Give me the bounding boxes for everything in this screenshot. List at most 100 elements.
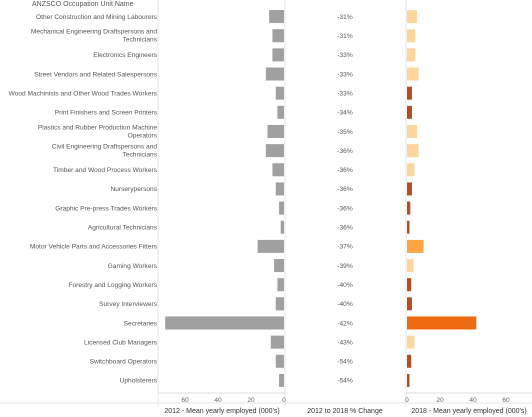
bar-2012 [165,316,284,330]
pct-change-label: -36% [337,167,353,174]
bar-2012 [270,335,284,349]
pct-change-label: -33% [337,52,353,59]
category-label: Agricultural Technicians [88,225,158,232]
table-row: Civil Engineering Draftspersons and Techn… [52,143,419,158]
bar-2018 [407,201,411,215]
bar-2018 [407,29,416,43]
pct-change-label: -31% [337,14,353,21]
category-label: Timber and Wood Process Workers [53,167,158,174]
left-axis-tick: 60 [181,397,189,404]
bar-2018 [407,10,417,24]
bar-2012 [257,239,284,253]
bar-2012 [275,297,284,311]
pct-change-label: -42% [337,320,353,327]
category-label: Gaming Workers [108,263,158,270]
bar-2012 [277,278,284,292]
table-row: Upholsterers -54% [120,373,410,387]
category-label-line: Mechanical Engineering Draftspersons and [31,29,157,36]
table-row: Licensed Club Managers -43% [84,335,415,349]
category-label-line: Plastics and Rubber Production Machine [38,124,157,131]
bar-2018 [407,278,412,292]
bar-2012 [279,373,284,387]
bar-2012 [272,48,284,62]
category-label: Street Vendors and Related Salespersons [34,71,157,78]
left-axis-tick: 40 [214,397,222,404]
category-label: Switchboard Operators [90,359,158,366]
category-label: Plastics and Rubber Production Machine Op… [38,124,158,139]
bar-2012 [267,124,284,138]
bar-2018 [407,239,424,253]
table-row: Switchboard Operators -54% [90,354,412,368]
bar-2012 [277,105,284,119]
category-label: Other Construction and Mining Labourers [36,14,158,21]
right-axis-tick: 0 [405,397,409,404]
bar-2012 [272,29,284,43]
right-axis-tick: 20 [436,397,444,404]
pct-change-label: -39% [337,263,353,270]
middle-column-title: 2012 to 2018 % Change [307,408,383,415]
bar-2012 [265,67,284,81]
category-label: Civil Engineering Draftspersons and Techn… [52,143,158,158]
right-axis-title: 2018 - Mean yearly employed (000's) [411,408,526,415]
pct-change-label: -54% [337,359,353,366]
bar-2018 [407,220,410,234]
category-label-line: Civil Engineering Draftspersons and [52,143,158,150]
pct-change-label: -31% [337,33,353,40]
table-row: Print Finishers and Screen Printers -34% [55,105,412,119]
bar-2018 [407,105,412,119]
bar-2018 [407,316,477,330]
bar-2018 [407,373,410,387]
table-row: Motor Vehicle Parts and Accessories Fitt… [30,239,424,253]
bar-2012 [275,182,284,196]
bar-2018 [407,144,419,158]
table-row: Secretaries -42% [124,316,477,330]
pct-change-label: -36% [337,205,353,212]
pct-change-label: -36% [337,225,353,232]
table-row: Plastics and Rubber Production Machine Op… [38,124,417,139]
table-row: Mechanical Engineering Draftspersons and… [31,29,416,44]
left-axis-title: 2012 - Mean yearly employed (000's) [164,408,279,415]
category-label-line: Technicians [123,151,158,158]
pct-change-label: -36% [337,148,353,155]
category-label: Graphic Pre-press Trades Workers [55,205,157,212]
category-label: Survey Interviewers [99,301,158,308]
bar-2018 [407,48,416,62]
bar-2018 [407,163,415,177]
category-label: Licensed Club Managers [84,339,158,346]
pct-change-label: -35% [337,129,353,136]
bar-2018 [407,67,419,81]
category-label: Wood Machinists and Other Wood Trades Wo… [9,90,158,97]
bar-2012 [274,259,284,273]
pct-change-label: -37% [337,244,353,251]
category-label: Mechanical Engineering Draftspersons and… [31,29,158,44]
table-row: Gaming Workers -39% [108,259,414,273]
bar-2018 [407,335,415,349]
table-row: Electronics Engineers -33% [93,48,416,62]
bar-2012 [269,10,284,24]
table-row: Nurserypersons -36% [110,182,412,196]
table-row: Agricultural Technicians -36% [88,220,410,234]
category-label: Secretaries [124,320,158,327]
bar-2018 [407,297,412,311]
pct-change-label: -40% [337,282,353,289]
left-axis-tick: 0 [282,397,286,404]
table-row: Graphic Pre-press Trades Workers -36% [55,201,411,215]
table-row: Survey Interviewers -40% [99,297,412,311]
bar-2012 [272,163,284,177]
pct-change-label: -34% [337,110,353,117]
table-row: Wood Machinists and Other Wood Trades Wo… [9,86,412,100]
bar-2012 [280,220,284,234]
bar-2012 [279,201,284,215]
bar-2012 [275,86,284,100]
bar-2018 [407,354,412,368]
bar-2012 [265,144,284,158]
bar-2012 [275,354,284,368]
category-label: Motor Vehicle Parts and Accessories Fitt… [30,244,158,251]
category-label: Print Finishers and Screen Printers [55,110,158,117]
table-row: Timber and Wood Process Workers -36% [53,163,415,177]
pct-change-label: -43% [337,339,353,346]
bar-2018 [407,86,412,100]
right-axis-tick: 60 [502,397,510,404]
